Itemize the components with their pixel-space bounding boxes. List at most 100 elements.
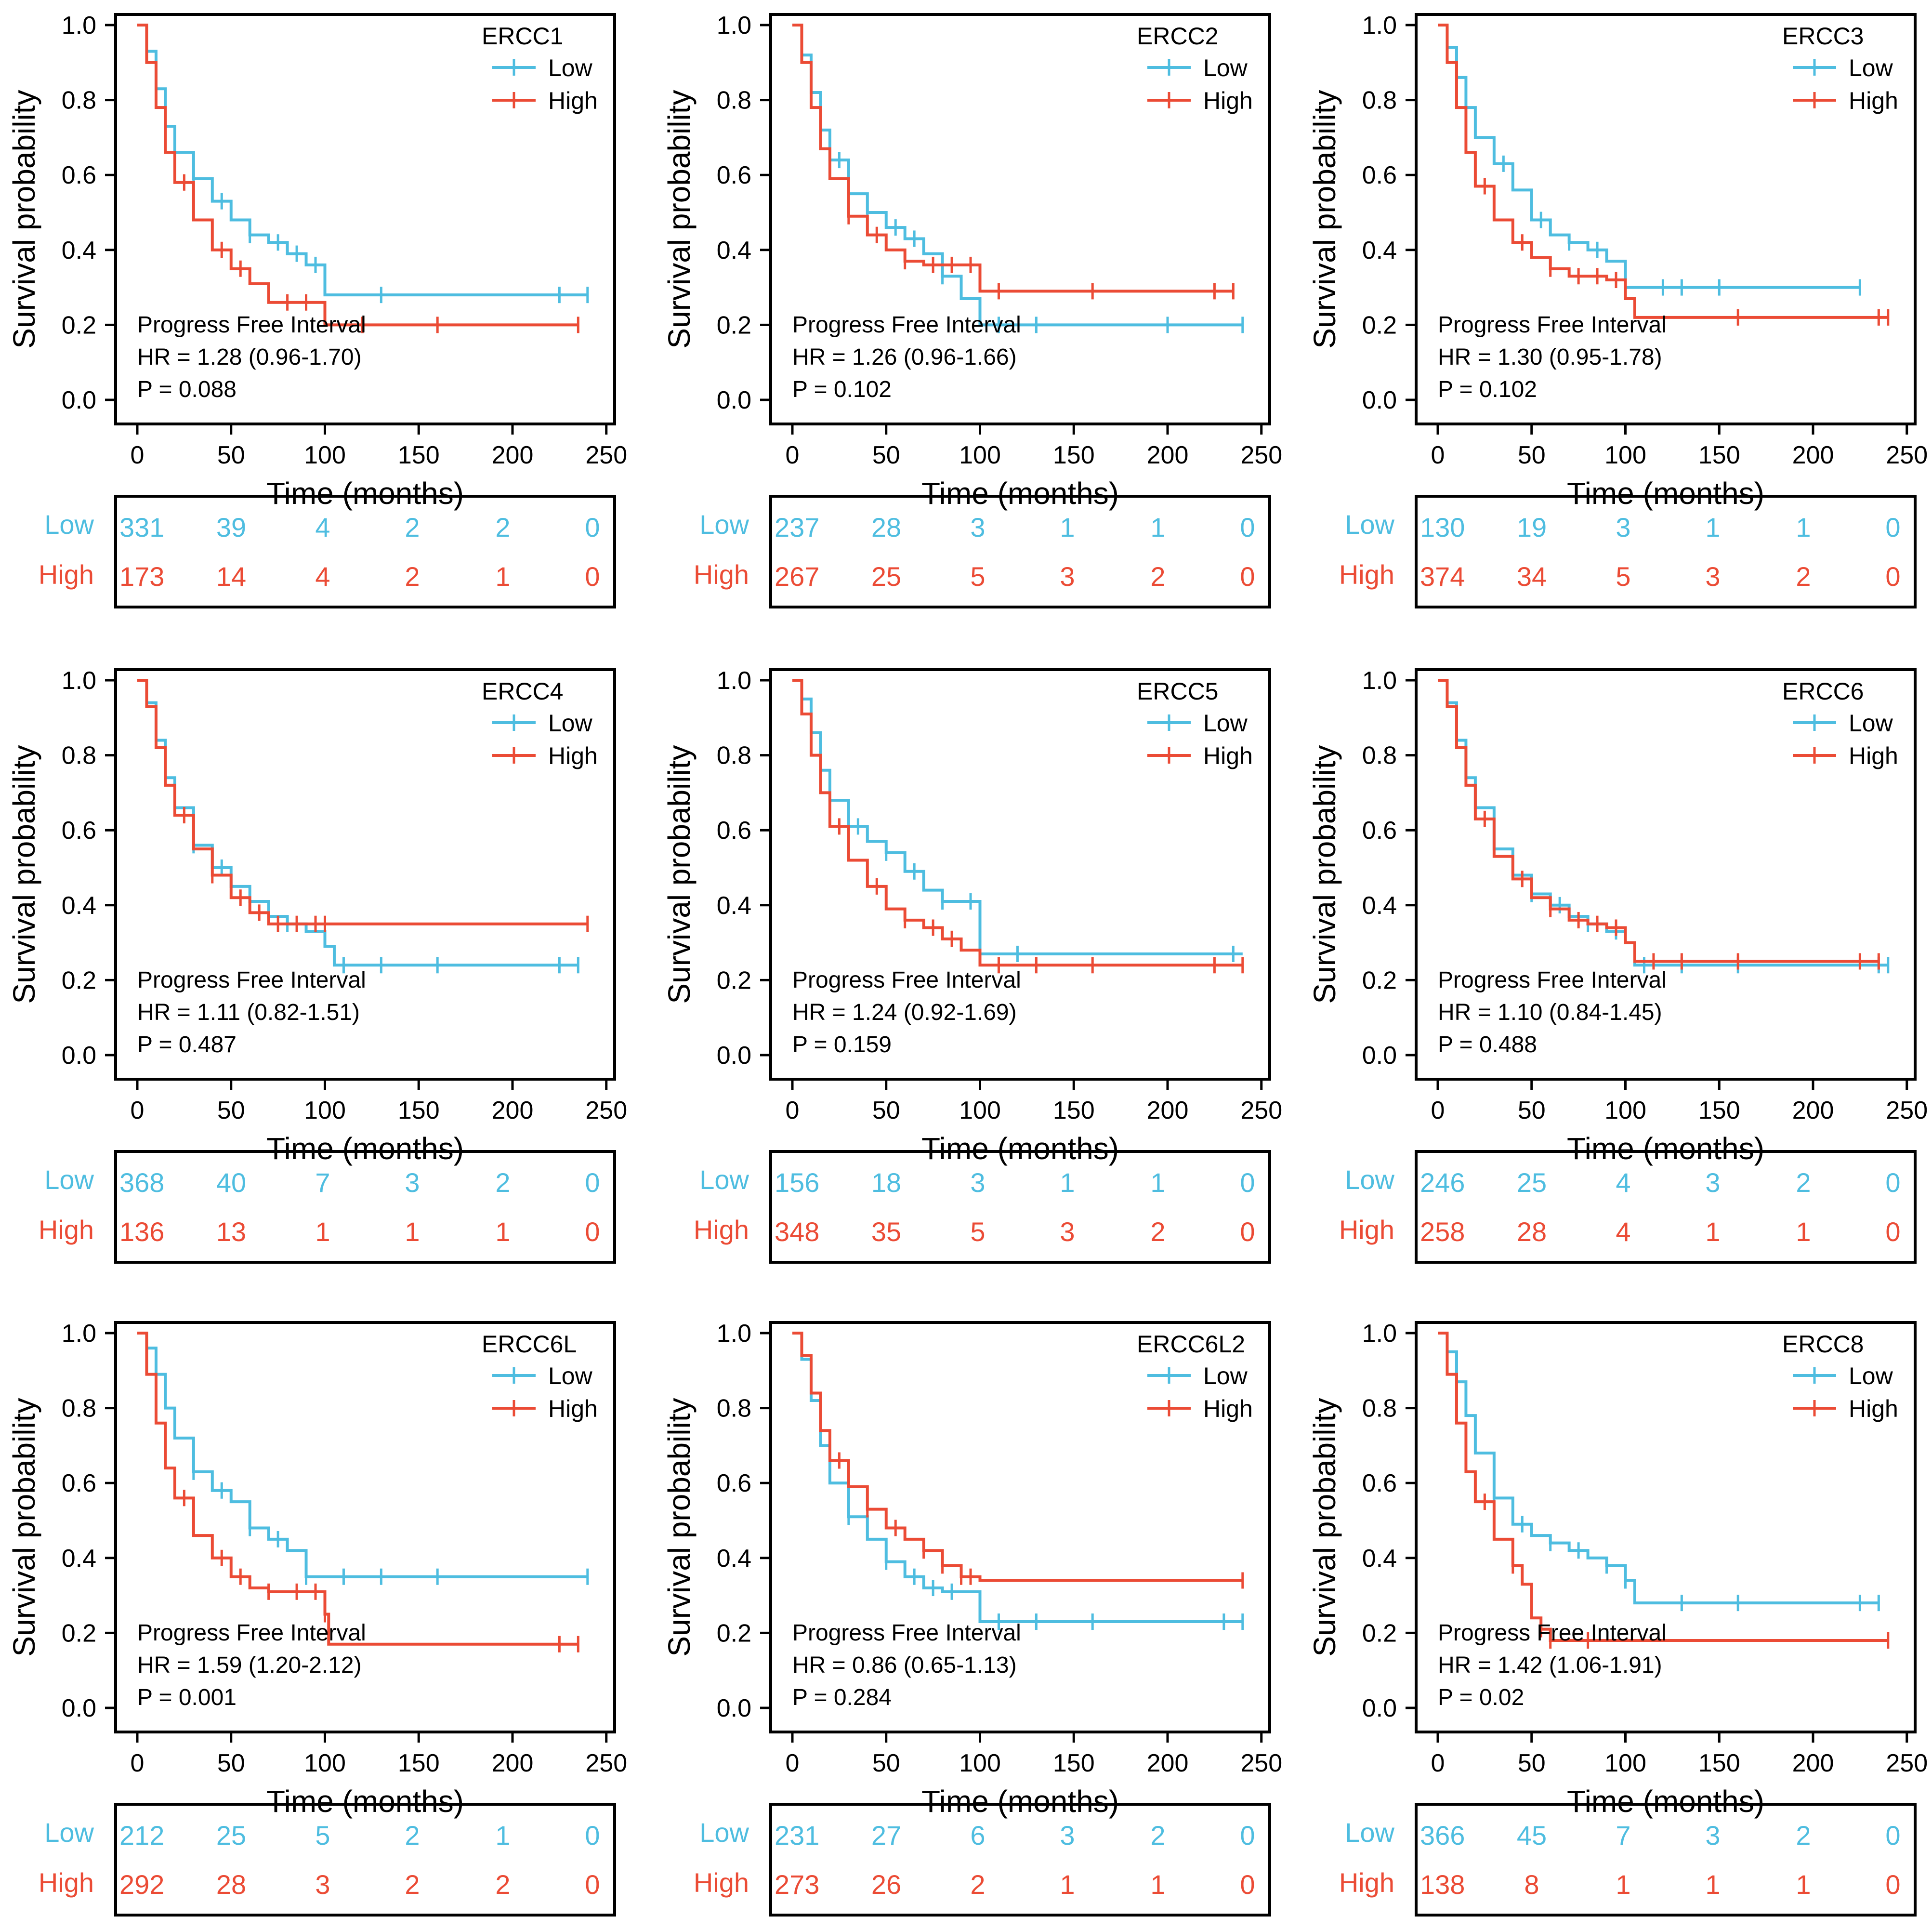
risk-count-low: 27 xyxy=(871,1820,901,1851)
x-tick-label: 250 xyxy=(585,1749,627,1777)
legend-title: ERCC6L xyxy=(482,1331,577,1358)
y-tick-label: 0.4 xyxy=(62,892,96,920)
y-tick-label: 0.2 xyxy=(1362,311,1397,339)
x-tick-label: 100 xyxy=(1604,1097,1646,1124)
legend-label-low: Low xyxy=(548,710,593,737)
x-tick-label: 200 xyxy=(1792,1097,1834,1124)
risk-count-low: 237 xyxy=(775,512,819,542)
plot-frame xyxy=(114,668,616,1081)
legend-title: ERCC5 xyxy=(1137,678,1218,705)
x-tick-label: 100 xyxy=(304,1749,346,1777)
y-tick-label: 0.4 xyxy=(717,1545,751,1573)
hazard-ratio: HR = 0.86 (0.65-1.13) xyxy=(792,1652,1017,1678)
risk-count-low: 3 xyxy=(405,1167,420,1198)
x-tick-label: 0 xyxy=(786,441,800,469)
x-axis-title: Time (months) xyxy=(1567,476,1764,511)
endpoint-label: Progress Free Interval xyxy=(137,312,366,338)
legend-label-high: High xyxy=(1849,87,1898,114)
y-tick-label: 0.0 xyxy=(717,1042,751,1070)
x-tick-label: 50 xyxy=(872,1749,900,1777)
x-tick-label: 150 xyxy=(1053,1097,1095,1124)
y-axis-title: Survival probability xyxy=(662,90,697,348)
x-tick-label: 0 xyxy=(786,1097,800,1124)
legend-label-high: High xyxy=(1203,742,1253,769)
risk-count-high: 28 xyxy=(216,1869,246,1900)
x-tick-label: 50 xyxy=(217,441,245,469)
risk-count-low: 246 xyxy=(1420,1167,1465,1198)
legend-label-low: Low xyxy=(1203,710,1248,737)
p-value: P = 0.487 xyxy=(137,1032,237,1058)
x-tick-label: 150 xyxy=(398,441,440,469)
endpoint-label: Progress Free Interval xyxy=(792,312,1021,338)
y-tick-label: 0.0 xyxy=(1362,386,1397,414)
legend-label-high: High xyxy=(1203,87,1253,114)
risk-count-low: 3 xyxy=(1705,1167,1720,1198)
risk-count-high: 2 xyxy=(495,1869,510,1900)
y-tick-label: 0.2 xyxy=(1362,1619,1397,1647)
x-axis-title: Time (months) xyxy=(921,476,1119,511)
risk-table-frame xyxy=(1415,1803,1917,1917)
endpoint-label: Progress Free Interval xyxy=(137,967,366,993)
risk-label-high: High xyxy=(694,559,749,590)
survival-curve-high xyxy=(792,24,1234,293)
risk-count-low: 0 xyxy=(1240,1820,1255,1851)
survival-curve-low xyxy=(792,1332,1243,1624)
risk-count-low: 40 xyxy=(216,1167,246,1198)
hazard-ratio: HR = 1.26 (0.96-1.66) xyxy=(792,344,1017,370)
legend-label-high: High xyxy=(548,87,598,114)
risk-table-frame xyxy=(114,1150,616,1264)
risk-count-high: 2 xyxy=(405,561,420,592)
x-tick-label: 200 xyxy=(492,1097,534,1124)
risk-count-high: 14 xyxy=(216,561,246,592)
y-tick-label: 0.8 xyxy=(1362,1395,1397,1423)
y-tick-label: 0.6 xyxy=(717,161,751,189)
y-axis-title: Survival probability xyxy=(7,745,41,1004)
risk-count-high: 1 xyxy=(1796,1869,1811,1900)
risk-count-low: 3 xyxy=(970,512,985,542)
survival-curve-low xyxy=(137,1332,588,1578)
survival-curve-high xyxy=(1438,24,1888,319)
y-tick-label: 0.0 xyxy=(717,1694,751,1722)
x-tick-label: 50 xyxy=(1518,1097,1546,1124)
risk-count-low: 2 xyxy=(405,1820,420,1851)
y-tick-label: 0.0 xyxy=(62,386,96,414)
risk-count-low: 18 xyxy=(871,1167,901,1198)
y-tick-label: 0.0 xyxy=(62,1042,96,1070)
x-tick-label: 200 xyxy=(1147,441,1189,469)
risk-count-low: 2 xyxy=(1150,1820,1165,1851)
y-tick-label: 0.0 xyxy=(1362,1694,1397,1722)
risk-label-low: Low xyxy=(1345,509,1394,540)
risk-count-high: 1 xyxy=(1060,1869,1075,1900)
hazard-ratio: HR = 1.42 (1.06-1.91) xyxy=(1438,1652,1662,1678)
y-axis-title: Survival probability xyxy=(1307,1398,1342,1656)
y-tick-label: 0.2 xyxy=(62,966,96,994)
x-tick-label: 250 xyxy=(1886,1097,1928,1124)
p-value: P = 0.284 xyxy=(792,1685,892,1710)
y-tick-label: 0.4 xyxy=(1362,892,1397,920)
p-value: P = 0.102 xyxy=(1438,377,1537,402)
y-tick-label: 0.2 xyxy=(717,1619,751,1647)
survival-curve-low xyxy=(1438,24,1860,289)
survival-curve-low xyxy=(137,24,588,297)
survival-curve-high xyxy=(1438,1332,1888,1642)
x-tick-label: 150 xyxy=(398,1097,440,1124)
risk-count-high: 1 xyxy=(495,1216,510,1247)
risk-count-high: 0 xyxy=(585,561,600,592)
x-axis-title: Time (months) xyxy=(921,1131,1119,1166)
x-tick-label: 200 xyxy=(492,441,534,469)
legend-label-low: Low xyxy=(548,1362,593,1389)
risk-count-high: 0 xyxy=(1240,1216,1255,1247)
risk-label-high: High xyxy=(1339,1215,1394,1245)
y-tick-label: 0.6 xyxy=(62,817,96,845)
survival-curve-high xyxy=(792,1332,1243,1582)
endpoint-label: Progress Free Interval xyxy=(792,1620,1021,1646)
survival-curve-high xyxy=(792,679,1243,967)
risk-count-low: 1 xyxy=(1705,512,1720,542)
plot-frame xyxy=(1415,1321,1917,1733)
risk-count-low: 5 xyxy=(315,1820,330,1851)
risk-count-low: 2 xyxy=(495,512,510,542)
